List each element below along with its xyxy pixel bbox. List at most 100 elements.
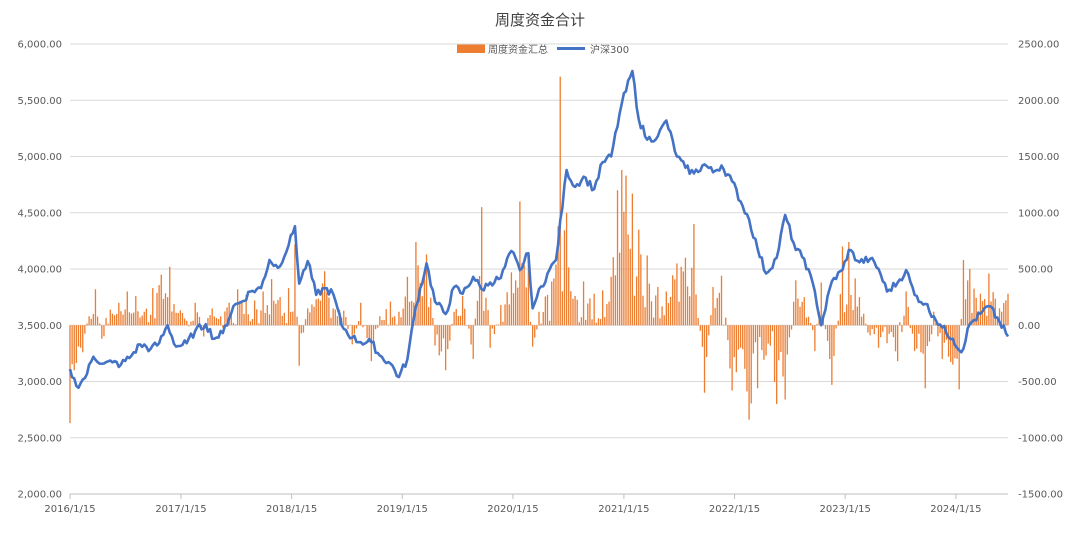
weekly-fund-bar xyxy=(984,298,986,326)
weekly-fund-bar xyxy=(521,263,523,326)
weekly-fund-bar xyxy=(273,300,275,326)
weekly-fund-bar xyxy=(727,325,729,341)
weekly-fund-bar xyxy=(330,317,332,326)
weekly-fund-bar xyxy=(746,325,748,392)
weekly-fund-bar xyxy=(744,325,746,369)
weekly-fund-bar xyxy=(283,312,285,326)
weekly-fund-bar xyxy=(156,293,158,326)
weekly-fund-bar xyxy=(926,325,929,347)
weekly-fund-bar xyxy=(769,325,771,346)
weekly-fund-bar xyxy=(888,325,890,334)
weekly-fund-bar xyxy=(232,322,235,326)
weekly-fund-bar xyxy=(391,317,394,326)
weekly-fund-bar xyxy=(120,311,122,326)
weekly-fund-bar xyxy=(517,287,519,326)
weekly-fund-bar xyxy=(425,254,428,326)
weekly-fund-bar xyxy=(126,291,128,326)
weekly-fund-bar xyxy=(343,310,345,326)
weekly-fund-bar xyxy=(209,315,211,326)
weekly-fund-bar xyxy=(826,325,829,341)
weekly-fund-bar xyxy=(423,271,426,326)
weekly-fund-bar xyxy=(661,306,663,326)
weekly-fund-bar xyxy=(565,212,568,326)
weekly-fund-bar xyxy=(638,229,640,326)
weekly-fund-bar xyxy=(616,190,619,326)
weekly-fund-bar xyxy=(321,283,324,326)
weekly-fund-bar xyxy=(419,282,421,326)
weekly-fund-bar xyxy=(640,254,642,326)
weekly-fund-bar xyxy=(843,312,846,326)
weekly-fund-bar xyxy=(264,313,266,326)
weekly-fund-bar xyxy=(809,323,812,326)
weekly-fund-bar xyxy=(281,315,283,326)
weekly-fund-bar xyxy=(175,312,177,326)
weekly-fund-bar xyxy=(116,314,118,326)
weekly-fund-bar xyxy=(309,312,311,326)
weekly-fund-bar xyxy=(249,321,252,326)
weekly-fund-bar xyxy=(795,280,797,326)
weekly-fund-bar xyxy=(137,311,139,326)
weekly-fund-bar xyxy=(275,303,277,326)
weekly-fund-bar xyxy=(440,325,443,352)
weekly-fund-bar xyxy=(124,309,126,326)
weekly-fund-bar xyxy=(894,325,897,352)
weekly-fund-bar xyxy=(466,325,468,326)
weekly-fund-bar xyxy=(118,302,120,326)
weekly-fund-bar xyxy=(270,279,273,326)
weekly-fund-bar xyxy=(326,292,328,326)
weekly-fund-bar xyxy=(710,315,712,326)
weekly-fund-bar xyxy=(377,325,379,328)
weekly-fund-bar xyxy=(759,325,761,337)
y-left-tick-label: 5,500.00 xyxy=(17,96,62,107)
weekly-fund-bar xyxy=(684,257,687,326)
weekly-fund-bar xyxy=(493,325,496,335)
weekly-fund-bar xyxy=(162,298,165,326)
weekly-fund-bar xyxy=(468,325,470,329)
weekly-fund-bar xyxy=(833,325,835,356)
weekly-fund-bar xyxy=(483,310,485,326)
weekly-fund-bar xyxy=(973,288,975,326)
weekly-fund-bar xyxy=(474,318,476,326)
weekly-fund-bar xyxy=(298,325,300,366)
weekly-fund-bar xyxy=(177,312,179,326)
weekly-fund-bar xyxy=(353,325,356,334)
weekly-fund-bar xyxy=(351,325,353,345)
weekly-fund-bar xyxy=(655,295,657,326)
weekly-fund-bar xyxy=(614,275,617,326)
weekly-fund-bar xyxy=(761,325,763,351)
x-tick-label: 2021/1/15 xyxy=(598,504,649,515)
weekly-fund-bar xyxy=(604,317,606,326)
weekly-fund-bar xyxy=(113,315,116,326)
weekly-fund-bar xyxy=(585,319,587,326)
weekly-fund-bar xyxy=(128,312,131,326)
weekly-fund-bar xyxy=(998,308,1001,326)
weekly-fund-bar xyxy=(731,325,733,391)
y-left-tick-label: 5,000.00 xyxy=(17,152,62,163)
weekly-fund-bar xyxy=(260,310,262,326)
weekly-fund-bar xyxy=(506,292,508,326)
weekly-fund-bar xyxy=(196,312,198,326)
weekly-fund-bar xyxy=(877,325,880,348)
weekly-fund-bar xyxy=(691,267,693,326)
y-left-tick-label: 4,500.00 xyxy=(17,208,62,219)
weekly-fund-bar xyxy=(192,320,194,326)
weekly-fund-bar xyxy=(523,264,525,326)
weekly-fund-bar xyxy=(672,275,674,326)
y-right-tick-label: 2500.00 xyxy=(1018,40,1059,51)
weekly-fund-bar xyxy=(858,297,861,326)
weekly-fund-bar xyxy=(969,269,971,326)
chart-title: 周度资金合计 xyxy=(495,11,585,29)
weekly-fund-bar xyxy=(689,296,691,326)
weekly-fund-bar xyxy=(990,301,992,326)
weekly-fund-bar xyxy=(130,313,133,326)
weekly-fund-bar xyxy=(659,318,661,326)
weekly-fund-bar xyxy=(538,311,540,326)
weekly-fund-bar xyxy=(812,325,814,331)
legend: 周度资金汇总 沪深300 xyxy=(457,43,629,56)
weekly-fund-bar xyxy=(871,325,873,330)
weekly-fund-bar xyxy=(629,248,631,326)
weekly-fund-bar xyxy=(71,325,73,365)
weekly-fund-bar xyxy=(262,291,264,326)
y-right-tick-label: -1500.00 xyxy=(1018,490,1063,501)
weekly-fund-bar xyxy=(529,321,532,326)
